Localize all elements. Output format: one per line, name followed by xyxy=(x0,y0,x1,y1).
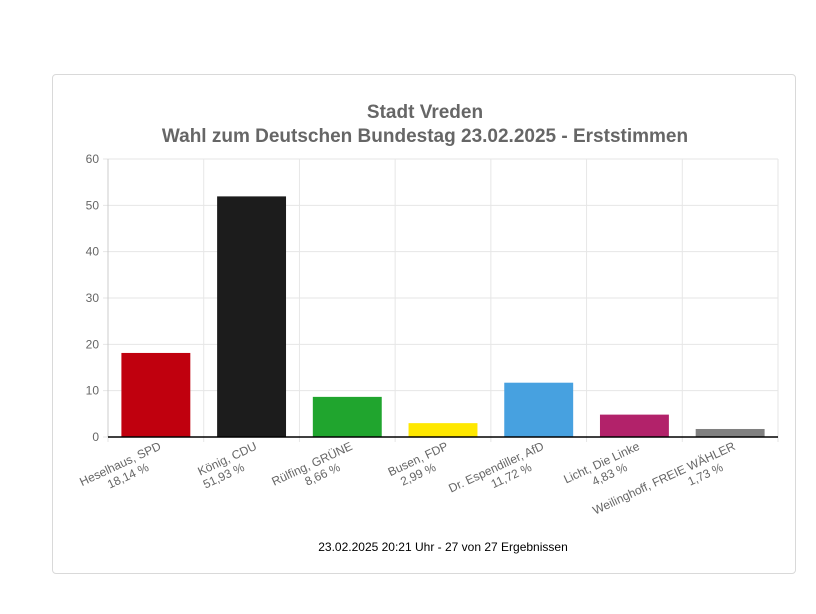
bar-5 xyxy=(504,382,574,437)
y-tick-label: 10 xyxy=(86,384,100,398)
bar-4 xyxy=(408,423,478,437)
chart-title: Stadt Vreden xyxy=(367,102,483,123)
results-footer: 23.02.2025 20:21 Uhr - 27 von 27 Ergebni… xyxy=(318,540,568,554)
bar-layer xyxy=(108,196,778,438)
bar-2 xyxy=(217,196,287,437)
bar-6 xyxy=(599,414,669,437)
chart-card xyxy=(52,74,796,574)
bar-3 xyxy=(312,396,382,437)
y-tick-label: 40 xyxy=(86,245,100,259)
bar-7 xyxy=(695,428,765,437)
y-tick-label: 0 xyxy=(92,430,99,444)
chart-subtitle: Wahl zum Deutschen Bundestag 23.02.2025 … xyxy=(162,126,688,147)
bar-1 xyxy=(121,352,191,437)
y-tick-label: 60 xyxy=(86,152,100,166)
y-tick-label: 50 xyxy=(86,198,100,212)
y-tick-label: 20 xyxy=(86,337,100,351)
y-tick-label: 30 xyxy=(86,291,100,305)
